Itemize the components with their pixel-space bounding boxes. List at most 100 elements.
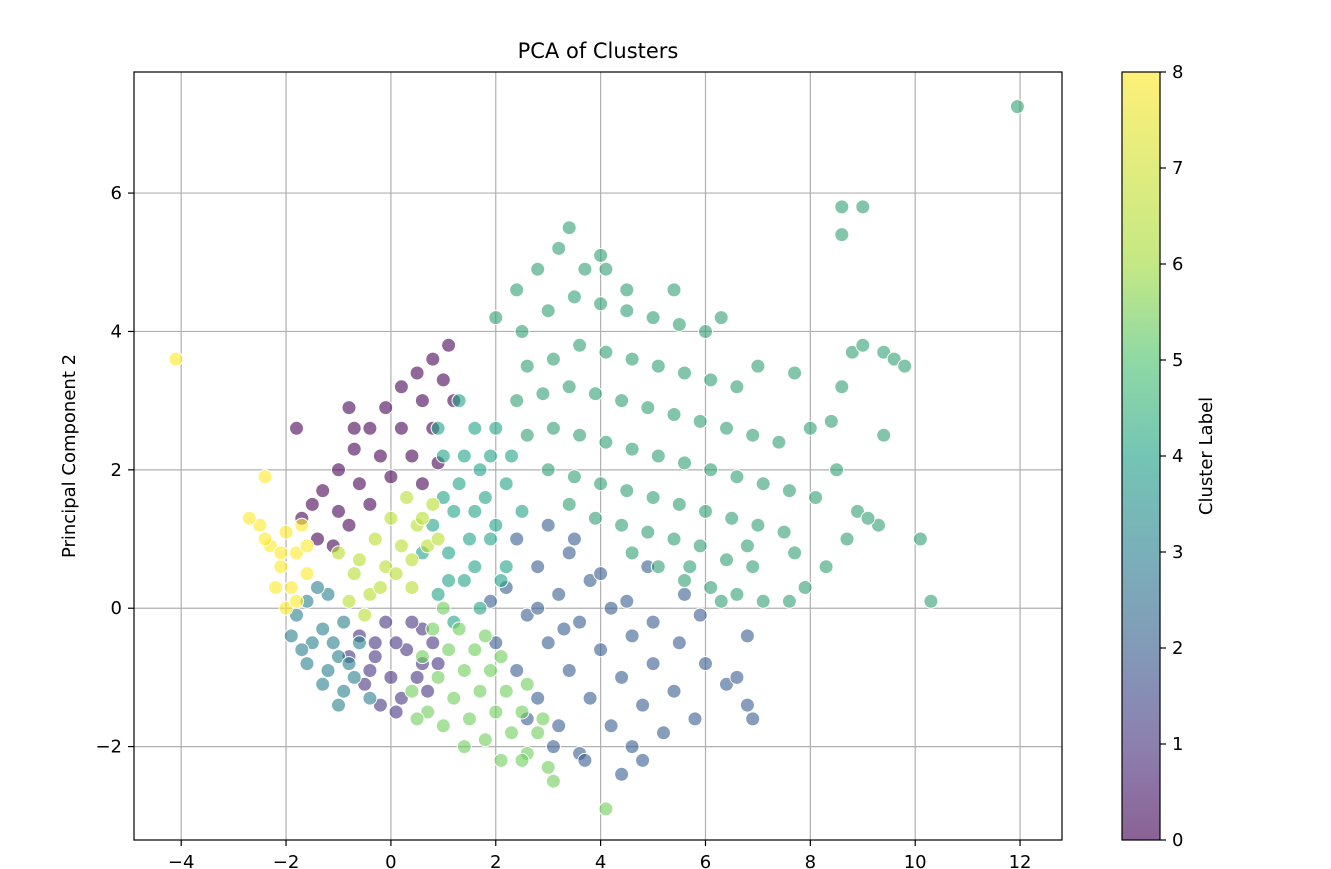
data-point-cluster-5	[666, 531, 682, 547]
data-point-cluster-2	[509, 663, 525, 678]
y-tick-label: 6	[111, 183, 122, 204]
data-point-cluster-4	[435, 490, 451, 505]
data-point-cluster-1	[420, 683, 436, 699]
data-point-cluster-3	[325, 635, 341, 651]
data-point-cluster-4	[446, 503, 462, 519]
data-point-cluster-5	[876, 344, 892, 360]
data-point-cluster-5	[640, 524, 656, 540]
data-point-cluster-1	[378, 614, 394, 630]
x-tick-label: −4	[168, 852, 195, 869]
data-point-cluster-2	[572, 614, 588, 630]
data-point-cluster-5	[802, 420, 818, 436]
data-point-cluster-4	[467, 559, 483, 575]
data-point-cluster-5	[614, 393, 630, 409]
data-point-cluster-4	[425, 517, 441, 533]
data-point-cluster-5	[561, 496, 577, 512]
data-point-cluster-5	[619, 483, 635, 499]
data-point-cluster-5	[519, 427, 535, 443]
data-point-cluster-5	[755, 593, 771, 609]
data-point-cluster-1	[367, 649, 383, 665]
data-point-cluster-8	[268, 580, 284, 595]
data-point-cluster-5	[488, 310, 504, 326]
data-point-cluster-5	[509, 282, 525, 298]
data-point-cluster-2	[666, 683, 682, 699]
data-point-cluster-8	[273, 545, 289, 561]
data-point-cluster-5	[745, 559, 761, 575]
data-point-cluster-5	[666, 282, 682, 298]
data-point-cluster-5	[619, 303, 635, 319]
data-point-cluster-2	[698, 656, 713, 672]
data-point-cluster-2	[692, 607, 708, 623]
data-point-cluster-4	[451, 393, 467, 409]
data-point-cluster-2	[624, 628, 640, 644]
data-point-cluster-5	[745, 427, 761, 443]
data-point-cluster-4	[498, 559, 514, 575]
data-point-cluster-1	[357, 676, 373, 692]
data-point-cluster-0	[346, 441, 362, 457]
data-point-cluster-5	[713, 310, 729, 326]
data-point-cluster-2	[540, 517, 556, 533]
data-point-cluster-3	[331, 697, 346, 713]
data-point-cluster-5	[912, 531, 928, 547]
data-point-cluster-6	[404, 683, 420, 699]
data-point-cluster-4	[472, 600, 488, 616]
y-axis-ticks: −2 0 2 4 6	[95, 183, 134, 758]
data-point-cluster-5	[677, 365, 692, 381]
data-point-cluster-5	[750, 358, 766, 374]
data-point-cluster-8	[241, 510, 257, 526]
data-point-cluster-2	[582, 573, 598, 588]
data-point-cluster-5	[577, 261, 593, 277]
data-point-cluster-6	[451, 621, 467, 637]
data-point-cluster-7	[357, 607, 373, 623]
data-point-cluster-0	[393, 420, 409, 436]
data-point-cluster-2	[645, 614, 661, 630]
data-point-cluster-2	[671, 635, 687, 651]
data-point-cluster-0	[372, 448, 388, 464]
data-point-cluster-0	[310, 531, 325, 547]
data-point-cluster-5	[829, 462, 845, 478]
data-point-cluster-0	[414, 476, 430, 492]
data-point-cluster-4	[483, 531, 498, 547]
data-point-cluster-5	[871, 517, 886, 533]
data-point-cluster-5	[593, 247, 609, 263]
data-point-cluster-7	[404, 552, 420, 568]
data-point-cluster-5	[619, 282, 635, 298]
data-point-cluster-3	[331, 649, 346, 665]
data-point-cluster-1	[404, 614, 420, 630]
data-point-cluster-2	[656, 725, 671, 741]
data-point-cluster-6	[414, 649, 430, 665]
data-point-cluster-6	[409, 711, 425, 727]
data-point-cluster-3	[336, 683, 352, 699]
data-point-cluster-5	[844, 344, 860, 360]
data-point-cluster-4	[493, 573, 509, 588]
data-point-cluster-6	[545, 773, 561, 789]
data-point-cluster-6	[504, 725, 519, 741]
data-point-cluster-0	[393, 379, 409, 395]
data-point-cluster-7	[393, 538, 409, 554]
colorbar-tick-label: 3	[1172, 542, 1183, 563]
data-point-cluster-2	[593, 642, 609, 658]
data-point-cluster-4	[467, 420, 483, 436]
data-point-cluster-1	[367, 635, 383, 651]
data-point-cluster-5	[823, 413, 839, 429]
data-point-cluster-5	[698, 324, 713, 339]
data-point-cluster-5	[640, 400, 656, 416]
data-point-cluster-4	[456, 448, 472, 464]
data-point-cluster-7	[346, 566, 362, 582]
data-point-cluster-2	[614, 669, 630, 685]
data-point-cluster-8	[257, 531, 273, 547]
data-point-cluster-3	[299, 656, 315, 672]
data-point-cluster-5	[519, 358, 535, 374]
data-point-cluster-7	[420, 538, 436, 554]
data-point-cluster-5	[650, 559, 666, 575]
chart-title: PCA of Clusters	[518, 39, 679, 63]
data-point-cluster-3	[310, 580, 325, 595]
data-point-cluster-7	[378, 559, 394, 575]
data-point-cluster-2	[729, 669, 745, 685]
data-point-cluster-1	[430, 656, 446, 672]
data-point-cluster-6	[477, 628, 493, 644]
x-tick-label: 6	[700, 852, 711, 869]
data-point-cluster-2	[593, 566, 609, 582]
data-point-cluster-5	[645, 310, 661, 326]
data-point-cluster-4	[441, 545, 457, 561]
